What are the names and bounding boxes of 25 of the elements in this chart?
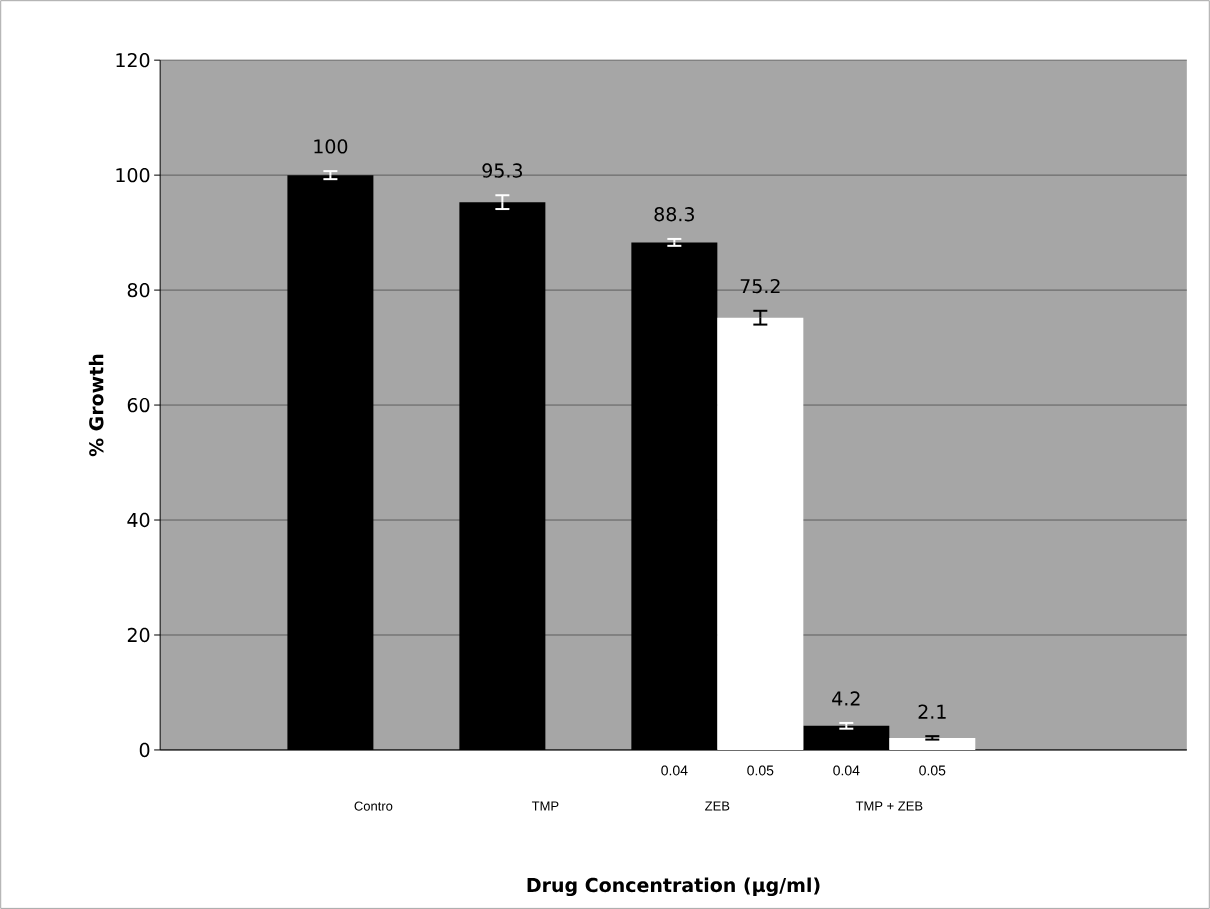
text: 0.04 — [833, 765, 860, 776]
y-tick-label: 100 — [116, 167, 150, 183]
data-label: 100 — [314, 139, 348, 154]
y-tick-label: 40 — [127, 512, 150, 528]
x-axis-title: Drug Concentration (µg/ml) — [527, 877, 820, 896]
x-tick-label: ZEB — [705, 801, 730, 811]
y-tick-label: 0 — [139, 742, 150, 758]
data-label: 4.2 — [832, 691, 860, 706]
data-label: 95.3 — [482, 163, 522, 178]
x-tick-label: Contro — [354, 801, 393, 811]
y-tick-label: 60 — [127, 397, 150, 413]
data-label: 2.1 — [918, 704, 946, 719]
x-tick-label: TMP — [531, 801, 559, 811]
x-tick-label: TMP + ZEB — [855, 801, 923, 811]
data-label: 75.2 — [740, 278, 780, 294]
bar — [889, 737, 976, 750]
y-tick-label: 20 — [127, 627, 150, 643]
text: 0.05 — [747, 765, 774, 776]
y-tick-label: 120 — [116, 52, 150, 68]
text: 0.04 — [661, 765, 688, 776]
bar — [717, 317, 804, 750]
data-label: 88.3 — [654, 207, 694, 222]
y-tick-label: 80 — [127, 282, 150, 298]
text: 0.05 — [919, 765, 946, 776]
y-axis-title: % Growth — [88, 354, 104, 457]
